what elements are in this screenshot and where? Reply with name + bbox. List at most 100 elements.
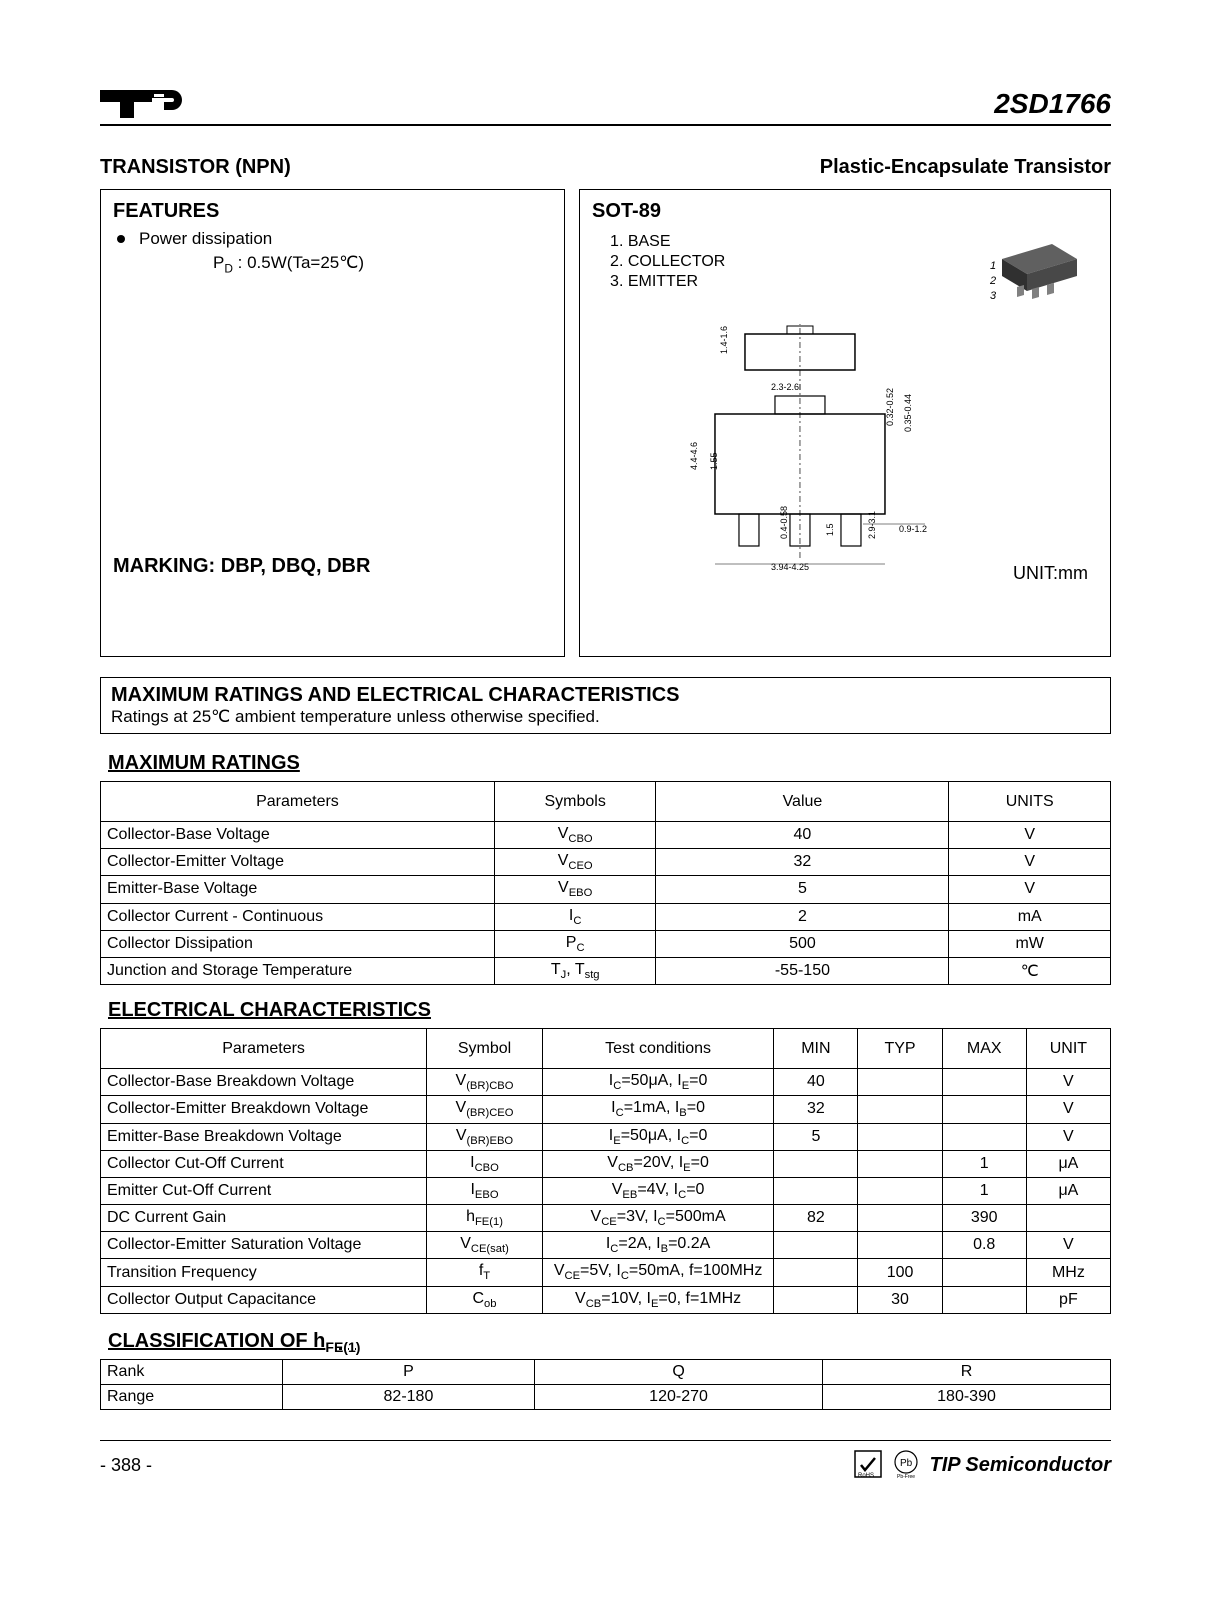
cell-unit: V	[1026, 1096, 1110, 1123]
table-row: Collector Cut-Off CurrentICBOVCB=20V, IE…	[101, 1150, 1111, 1177]
cell-max: 0.8	[942, 1232, 1026, 1259]
pbfree-icon: PbPb-Free	[891, 1449, 921, 1482]
table-row: Collector-Base Breakdown VoltageV(BR)CBO…	[101, 1069, 1111, 1096]
table-row: Junction and Storage TemperatureTJ, Tstg…	[101, 957, 1111, 984]
header: 2SD1766	[100, 80, 1111, 126]
svg-text:2.3-2.6: 2.3-2.6	[771, 382, 799, 392]
cell-r: 180-390	[823, 1384, 1111, 1409]
table-header-row: Parameters Symbols Value UNITS	[101, 782, 1111, 822]
table-row: Collector-Emitter Breakdown VoltageV(BR)…	[101, 1096, 1111, 1123]
svg-text:1.55: 1.55	[709, 452, 719, 470]
cell-sym: IC	[494, 903, 656, 930]
svg-text:0.9-1.2: 0.9-1.2	[899, 524, 927, 534]
logo-icon	[100, 80, 190, 120]
package-desc: Plastic-Encapsulate Transistor	[820, 156, 1111, 179]
cell-max	[942, 1259, 1026, 1286]
cell-q: 120-270	[535, 1384, 823, 1409]
table-row: Range82-180120-270180-390	[101, 1384, 1111, 1409]
datasheet-page: 2SD1766 TRANSISTOR (NPN) Plastic-Encapsu…	[0, 0, 1211, 1522]
svg-text:Pb-Free: Pb-Free	[897, 1474, 915, 1479]
svg-text:2.9-3.1: 2.9-3.1	[867, 511, 877, 539]
table-row: Emitter-Base VoltageVEBO5V	[101, 876, 1111, 903]
cell-min: 82	[774, 1205, 858, 1232]
cell-min	[774, 1150, 858, 1177]
cell-unit	[1026, 1205, 1110, 1232]
ratings-header-title: MAXIMUM RATINGS AND ELECTRICAL CHARACTER…	[111, 684, 1100, 707]
cell-sym: VCE(sat)	[427, 1232, 543, 1259]
classification-title: CLASSIFICATION OF hFE(1)	[108, 1330, 1111, 1355]
table-row: Emitter-Base Breakdown VoltageV(BR)EBOIE…	[101, 1123, 1111, 1150]
cell-unit: μA	[1026, 1177, 1110, 1204]
svg-text:3: 3	[990, 290, 997, 302]
elec-title: ELECTRICAL CHARACTERISTICS	[108, 999, 1111, 1022]
cell-min: 32	[774, 1096, 858, 1123]
cell-typ: 30	[858, 1286, 942, 1313]
cell-label: Rank	[101, 1359, 283, 1384]
cell-val: 32	[656, 849, 949, 876]
svg-text:3.94-4.25: 3.94-4.25	[771, 562, 809, 572]
part-number: 2SD1766	[994, 88, 1111, 120]
cell-unit: pF	[1026, 1286, 1110, 1313]
cell-sym: VCBO	[494, 822, 656, 849]
feature-item: Power dissipation	[117, 229, 552, 249]
cell-cond: VCE=3V, IC=500mA	[542, 1205, 773, 1232]
cell-unit: mW	[949, 930, 1111, 957]
cell-min: 5	[774, 1123, 858, 1150]
svg-text:1: 1	[990, 260, 996, 272]
cell-typ	[858, 1150, 942, 1177]
table-row: Emitter Cut-Off CurrentIEBOVEB=4V, IC=01…	[101, 1177, 1111, 1204]
cell-sym: TJ, Tstg	[494, 957, 656, 984]
col-unit: UNIT	[1026, 1029, 1110, 1069]
cell-sym: PC	[494, 930, 656, 957]
col-param: Parameters	[101, 1029, 427, 1069]
col-sym: Symbol	[427, 1029, 543, 1069]
pd-val: : 0.5W(Ta=25℃)	[233, 253, 364, 272]
package-3d-icon: 1 2 3	[725, 229, 1098, 324]
cell-min	[774, 1259, 858, 1286]
cell-val: -55-150	[656, 957, 949, 984]
col-param: Parameters	[101, 782, 495, 822]
cell-min: 40	[774, 1069, 858, 1096]
cell-unit: ℃	[949, 957, 1111, 984]
cell-cond: IC=1mA, IB=0	[542, 1096, 773, 1123]
pin-3: 3. EMITTER	[610, 273, 725, 291]
cell-label: Range	[101, 1384, 283, 1409]
cell-cond: VCB=10V, IE=0, f=1MHz	[542, 1286, 773, 1313]
col-val: Value	[656, 782, 949, 822]
cell-typ	[858, 1069, 942, 1096]
class-title-sub: FE(1)	[325, 1339, 360, 1355]
cell-typ	[858, 1232, 942, 1259]
table-row: Collector-Emitter VoltageVCEO32V	[101, 849, 1111, 876]
package-box: SOT-89 1. BASE 2. COLLECTOR 3. EMITTER	[579, 189, 1111, 657]
cell-param: Collector Current - Continuous	[101, 903, 495, 930]
cell-param: Collector-Emitter Voltage	[101, 849, 495, 876]
table-row: Collector-Emitter Saturation VoltageVCE(…	[101, 1232, 1111, 1259]
bullet-icon	[117, 235, 125, 243]
features-box: FEATURES Power dissipation PD : 0.5W(Ta=…	[100, 189, 565, 657]
pin-2: 2. COLLECTOR	[610, 253, 725, 271]
marking-line: MARKING: DBP, DBQ, DBR	[113, 555, 552, 578]
cell-p: P	[282, 1359, 534, 1384]
col-typ: TYP	[858, 1029, 942, 1069]
cell-unit: mA	[949, 903, 1111, 930]
pin-list: 1. BASE 2. COLLECTOR 3. EMITTER	[610, 231, 725, 316]
ratings-header-sub: Ratings at 25℃ ambient temperature unles…	[111, 707, 1100, 727]
cell-unit: MHz	[1026, 1259, 1110, 1286]
table-row: DC Current GainhFE(1)VCE=3V, IC=500mA823…	[101, 1205, 1111, 1232]
cell-val: 2	[656, 903, 949, 930]
cell-min	[774, 1232, 858, 1259]
pd-sub: D	[224, 261, 233, 275]
cell-param: Collector-Emitter Breakdown Voltage	[101, 1096, 427, 1123]
svg-text:4.4-4.6: 4.4-4.6	[689, 442, 699, 470]
svg-text:RoHS: RoHS	[858, 1473, 874, 1479]
cell-sym: hFE(1)	[427, 1205, 543, 1232]
ratings-header-box: MAXIMUM RATINGS AND ELECTRICAL CHARACTER…	[100, 677, 1111, 734]
cell-p: 82-180	[282, 1384, 534, 1409]
cell-min	[774, 1286, 858, 1313]
cell-sym: IEBO	[427, 1177, 543, 1204]
cell-param: Emitter-Base Voltage	[101, 876, 495, 903]
cell-param: Emitter Cut-Off Current	[101, 1177, 427, 1204]
cell-cond: IE=50μA, IC=0	[542, 1123, 773, 1150]
elec-table: Parameters Symbol Test conditions MIN TY…	[100, 1028, 1111, 1314]
svg-text:2: 2	[989, 275, 996, 287]
